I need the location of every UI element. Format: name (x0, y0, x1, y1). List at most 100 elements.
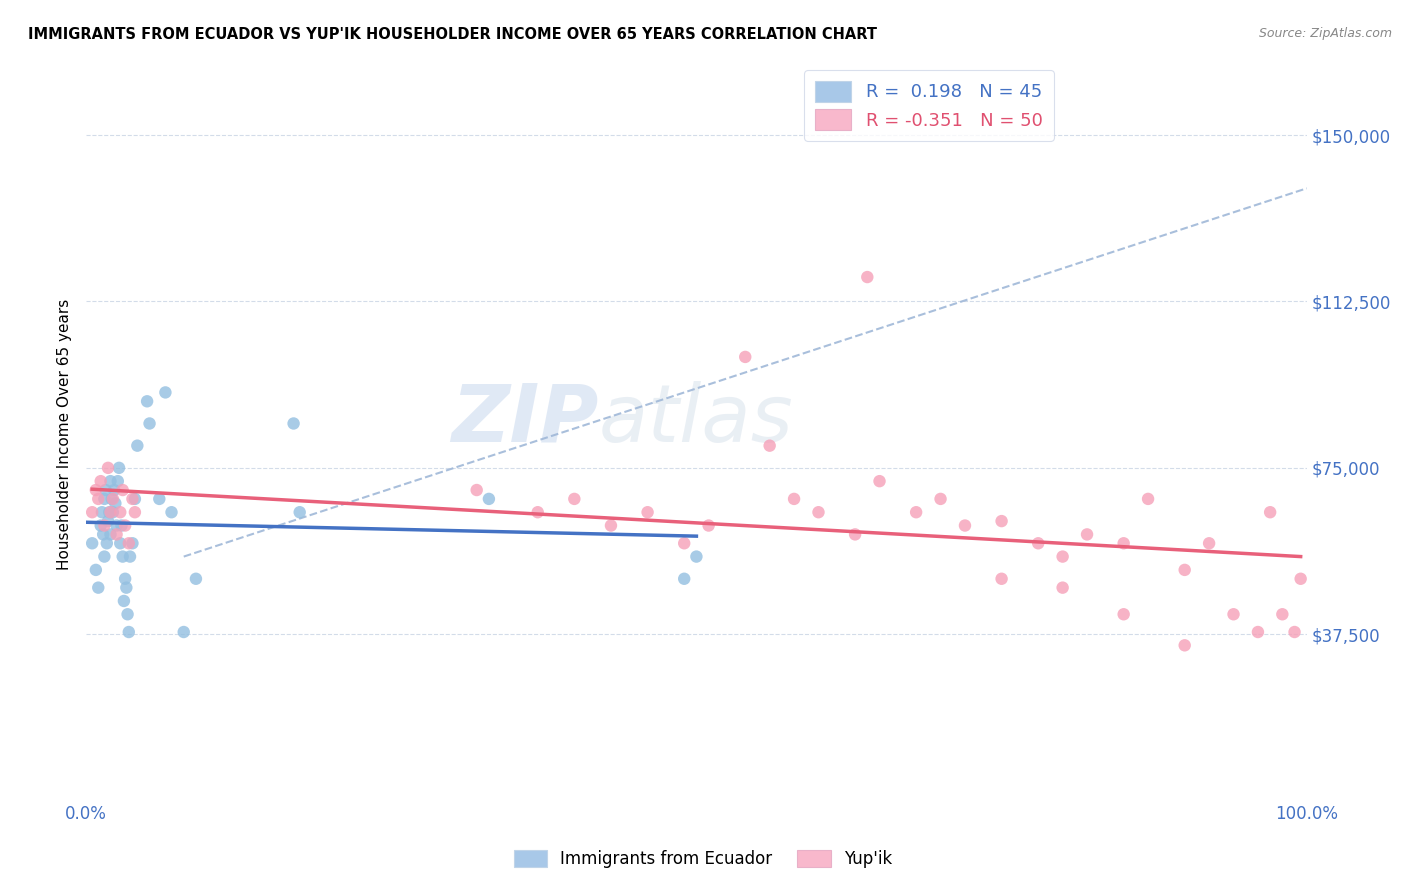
Point (1222, 607, 1244, 622)
Point (87, 491, 110, 506)
Point (1112, 607, 1135, 622)
Point (100, 527, 122, 541)
Text: ZIP: ZIP (451, 381, 599, 458)
Point (111, 483, 134, 497)
Point (1289, 572, 1312, 586)
Text: IMMIGRANTS FROM ECUADOR VS YUP'IK HOUSEHOLDER INCOME OVER 65 YEARS CORRELATION C: IMMIGRANTS FROM ECUADOR VS YUP'IK HOUSEH… (28, 27, 877, 42)
Point (526, 505, 548, 519)
Point (1112, 536, 1135, 550)
Point (118, 549, 141, 564)
Point (84, 483, 107, 497)
Point (953, 518, 976, 533)
Point (600, 518, 623, 533)
Point (734, 350, 756, 364)
Point (869, 474, 891, 488)
Point (91, 505, 114, 519)
Point (288, 505, 311, 519)
Point (124, 505, 146, 519)
Point (160, 505, 183, 519)
Point (184, 572, 207, 586)
Legend: Immigrants from Ecuador, Yup'ik: Immigrants from Ecuador, Yup'ik (508, 843, 898, 875)
Point (1284, 625, 1306, 640)
Point (100, 491, 122, 506)
Point (124, 491, 146, 506)
Point (91, 527, 114, 541)
Point (100, 474, 122, 488)
Point (1076, 527, 1098, 541)
Point (697, 518, 720, 533)
Point (155, 385, 177, 400)
Point (107, 474, 129, 488)
Point (115, 581, 138, 595)
Point (82, 536, 104, 550)
Point (136, 394, 159, 409)
Point (90, 518, 112, 533)
Point (90, 474, 112, 488)
Point (783, 491, 806, 506)
Point (465, 483, 488, 497)
Point (1052, 549, 1074, 564)
Point (844, 527, 866, 541)
Point (562, 491, 585, 506)
Point (637, 505, 659, 519)
Point (87, 581, 110, 595)
Point (114, 572, 136, 586)
Point (97, 460, 120, 475)
Point (121, 536, 143, 550)
Point (1247, 625, 1270, 640)
Text: atlas: atlas (599, 381, 793, 458)
Point (93, 549, 115, 564)
Point (118, 625, 141, 640)
Point (108, 460, 131, 475)
Point (929, 491, 952, 506)
Point (283, 417, 305, 431)
Point (1052, 581, 1074, 595)
Point (1271, 607, 1294, 622)
Point (98, 505, 121, 519)
Point (1258, 505, 1281, 519)
Point (117, 607, 139, 622)
Point (856, 270, 879, 285)
Point (758, 439, 780, 453)
Point (148, 491, 170, 506)
Point (1026, 536, 1049, 550)
Point (101, 491, 124, 506)
Point (121, 491, 143, 506)
Point (97, 514, 120, 528)
Point (82, 505, 104, 519)
Point (104, 496, 127, 510)
Point (110, 536, 132, 550)
Point (905, 505, 928, 519)
Point (1137, 491, 1160, 506)
Point (84, 563, 107, 577)
Point (96, 536, 118, 550)
Text: Source: ZipAtlas.com: Source: ZipAtlas.com (1258, 27, 1392, 40)
Point (990, 572, 1012, 586)
Point (478, 491, 501, 506)
Point (101, 505, 124, 519)
Point (1174, 638, 1197, 652)
Point (110, 518, 132, 533)
Point (112, 594, 135, 608)
Point (673, 536, 696, 550)
Point (1198, 536, 1220, 550)
Point (138, 417, 160, 431)
Point (1174, 563, 1197, 577)
Point (100, 505, 122, 519)
Point (673, 572, 696, 586)
Point (990, 514, 1012, 528)
Point (114, 518, 136, 533)
Point (118, 536, 141, 550)
Point (807, 505, 830, 519)
Point (103, 483, 125, 497)
Legend: R =  0.198   N = 45, R = -0.351   N = 50: R = 0.198 N = 45, R = -0.351 N = 50 (804, 70, 1053, 141)
Point (110, 505, 132, 519)
Point (105, 518, 128, 533)
Point (173, 625, 195, 640)
Y-axis label: Householder Income Over 65 years: Householder Income Over 65 years (58, 299, 72, 570)
Point (93, 491, 115, 506)
Point (94, 483, 117, 497)
Point (93, 518, 115, 533)
Point (105, 527, 128, 541)
Point (685, 549, 707, 564)
